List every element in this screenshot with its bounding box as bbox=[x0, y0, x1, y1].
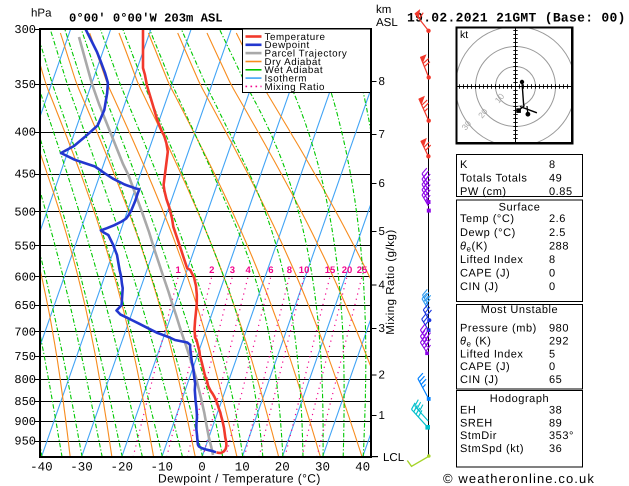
svg-text:Mixing Ratio: Mixing Ratio bbox=[265, 82, 326, 93]
svg-text:-20: -20 bbox=[110, 461, 133, 475]
svg-text:Pressure (mb): Pressure (mb) bbox=[460, 323, 537, 335]
svg-text:Hodograph: Hodograph bbox=[490, 393, 549, 405]
svg-text:400: 400 bbox=[14, 126, 36, 140]
svg-text:Surface: Surface bbox=[499, 202, 541, 214]
svg-text:8: 8 bbox=[287, 265, 292, 276]
svg-text:4: 4 bbox=[245, 265, 251, 276]
svg-text:15: 15 bbox=[325, 265, 336, 276]
svg-text:θe(K): θe(K) bbox=[460, 240, 488, 253]
svg-text:ASL: ASL bbox=[376, 17, 398, 29]
svg-text:6: 6 bbox=[268, 265, 273, 276]
svg-text:Dewp (°C): Dewp (°C) bbox=[460, 227, 516, 239]
svg-text:© weatheronline.co.uk: © weatheronline.co.uk bbox=[443, 471, 595, 486]
svg-text:Isotherm: Isotherm bbox=[265, 74, 308, 85]
svg-text:km: km bbox=[376, 4, 391, 16]
svg-text:38: 38 bbox=[549, 405, 562, 417]
svg-text:kt: kt bbox=[460, 29, 468, 41]
svg-text:CAPE (J): CAPE (J) bbox=[460, 268, 510, 280]
svg-text:3: 3 bbox=[379, 323, 385, 335]
svg-text:EH: EH bbox=[460, 405, 476, 417]
svg-text:900: 900 bbox=[14, 415, 36, 429]
svg-text:Mixing Ratio (g/kg): Mixing Ratio (g/kg) bbox=[385, 229, 397, 334]
svg-text:49: 49 bbox=[549, 172, 562, 184]
svg-text:5: 5 bbox=[549, 349, 556, 361]
svg-text:6: 6 bbox=[379, 178, 385, 190]
svg-text:20: 20 bbox=[342, 265, 353, 276]
svg-text:SREH: SREH bbox=[460, 418, 493, 430]
svg-text:Dewpoint / Temperature (°C): Dewpoint / Temperature (°C) bbox=[158, 472, 321, 486]
svg-text:Dry Adiabat: Dry Adiabat bbox=[265, 57, 322, 68]
svg-text:0: 0 bbox=[549, 281, 556, 293]
svg-text:2.5: 2.5 bbox=[549, 227, 566, 239]
svg-text:288: 288 bbox=[549, 240, 569, 252]
svg-text:PW (cm): PW (cm) bbox=[460, 186, 507, 198]
svg-text:2: 2 bbox=[379, 369, 385, 381]
svg-text:800: 800 bbox=[14, 373, 36, 387]
svg-text:LCL: LCL bbox=[383, 452, 405, 464]
svg-text:89: 89 bbox=[549, 418, 562, 430]
svg-text:CIN (J): CIN (J) bbox=[460, 374, 499, 386]
svg-text:450: 450 bbox=[14, 168, 36, 182]
svg-text:20: 20 bbox=[275, 461, 290, 475]
svg-text:0: 0 bbox=[198, 461, 206, 475]
svg-text:0: 0 bbox=[549, 361, 556, 373]
svg-text:353°: 353° bbox=[549, 430, 574, 442]
svg-text:K: K bbox=[460, 159, 468, 171]
svg-text:300: 300 bbox=[14, 23, 36, 37]
svg-text:25: 25 bbox=[357, 265, 368, 276]
svg-text:Temp (°C): Temp (°C) bbox=[460, 213, 515, 225]
svg-text:950: 950 bbox=[14, 435, 36, 449]
svg-text:350: 350 bbox=[14, 78, 36, 92]
svg-text:850: 850 bbox=[14, 395, 36, 409]
svg-text:600: 600 bbox=[14, 270, 36, 284]
svg-text:Dewpoint: Dewpoint bbox=[265, 40, 310, 51]
svg-text:0: 0 bbox=[549, 268, 556, 280]
svg-text:65: 65 bbox=[549, 374, 562, 386]
svg-text:10: 10 bbox=[299, 265, 310, 276]
svg-text:8: 8 bbox=[549, 254, 556, 266]
svg-text:StmSpd (kt): StmSpd (kt) bbox=[460, 443, 524, 455]
svg-text:2.6: 2.6 bbox=[549, 213, 566, 225]
svg-text:CIN (J): CIN (J) bbox=[460, 281, 499, 293]
svg-text:StmDir: StmDir bbox=[460, 430, 497, 442]
svg-text:0°00' 0°00'W 203m ASL: 0°00' 0°00'W 203m ASL bbox=[69, 12, 223, 26]
svg-text:Lifted Index: Lifted Index bbox=[460, 349, 523, 361]
svg-text:0.85: 0.85 bbox=[549, 186, 573, 198]
svg-text:CAPE (J): CAPE (J) bbox=[460, 361, 510, 373]
svg-text:36: 36 bbox=[549, 443, 562, 455]
svg-text:30: 30 bbox=[315, 461, 330, 475]
svg-text:700: 700 bbox=[14, 326, 36, 340]
svg-text:750: 750 bbox=[14, 350, 36, 364]
svg-text:1: 1 bbox=[379, 410, 385, 422]
svg-text:10: 10 bbox=[235, 461, 250, 475]
svg-text:Totals Totals: Totals Totals bbox=[460, 172, 527, 184]
svg-text:Parcel Trajectory: Parcel Trajectory bbox=[265, 49, 348, 60]
svg-text:40: 40 bbox=[355, 461, 370, 475]
svg-text:3: 3 bbox=[230, 265, 235, 276]
svg-text:650: 650 bbox=[14, 299, 36, 313]
svg-text:8: 8 bbox=[379, 76, 385, 88]
svg-text:7: 7 bbox=[379, 129, 385, 141]
svg-text:292: 292 bbox=[549, 336, 569, 348]
svg-text:5: 5 bbox=[379, 226, 385, 238]
svg-text:Lifted Index: Lifted Index bbox=[460, 254, 523, 266]
svg-text:2: 2 bbox=[209, 265, 214, 276]
svg-text:500: 500 bbox=[14, 205, 36, 219]
svg-text:1: 1 bbox=[176, 265, 182, 276]
svg-text:Wet Adiabat: Wet Adiabat bbox=[265, 65, 324, 76]
svg-text:-30: -30 bbox=[70, 461, 93, 475]
svg-text:-10: -10 bbox=[151, 461, 174, 475]
svg-text:hPa: hPa bbox=[31, 8, 52, 20]
svg-text:Temperature: Temperature bbox=[265, 32, 326, 43]
svg-text:θe (K): θe (K) bbox=[460, 336, 491, 349]
svg-text:Most Unstable: Most Unstable bbox=[481, 304, 558, 316]
svg-text:550: 550 bbox=[14, 239, 36, 253]
svg-text:19.02.2021 21GMT (Base: 00): 19.02.2021 21GMT (Base: 00) bbox=[407, 11, 626, 26]
svg-text:980: 980 bbox=[549, 323, 569, 335]
svg-text:4: 4 bbox=[379, 280, 386, 292]
svg-text:-40: -40 bbox=[30, 461, 53, 475]
svg-text:8: 8 bbox=[549, 159, 556, 171]
